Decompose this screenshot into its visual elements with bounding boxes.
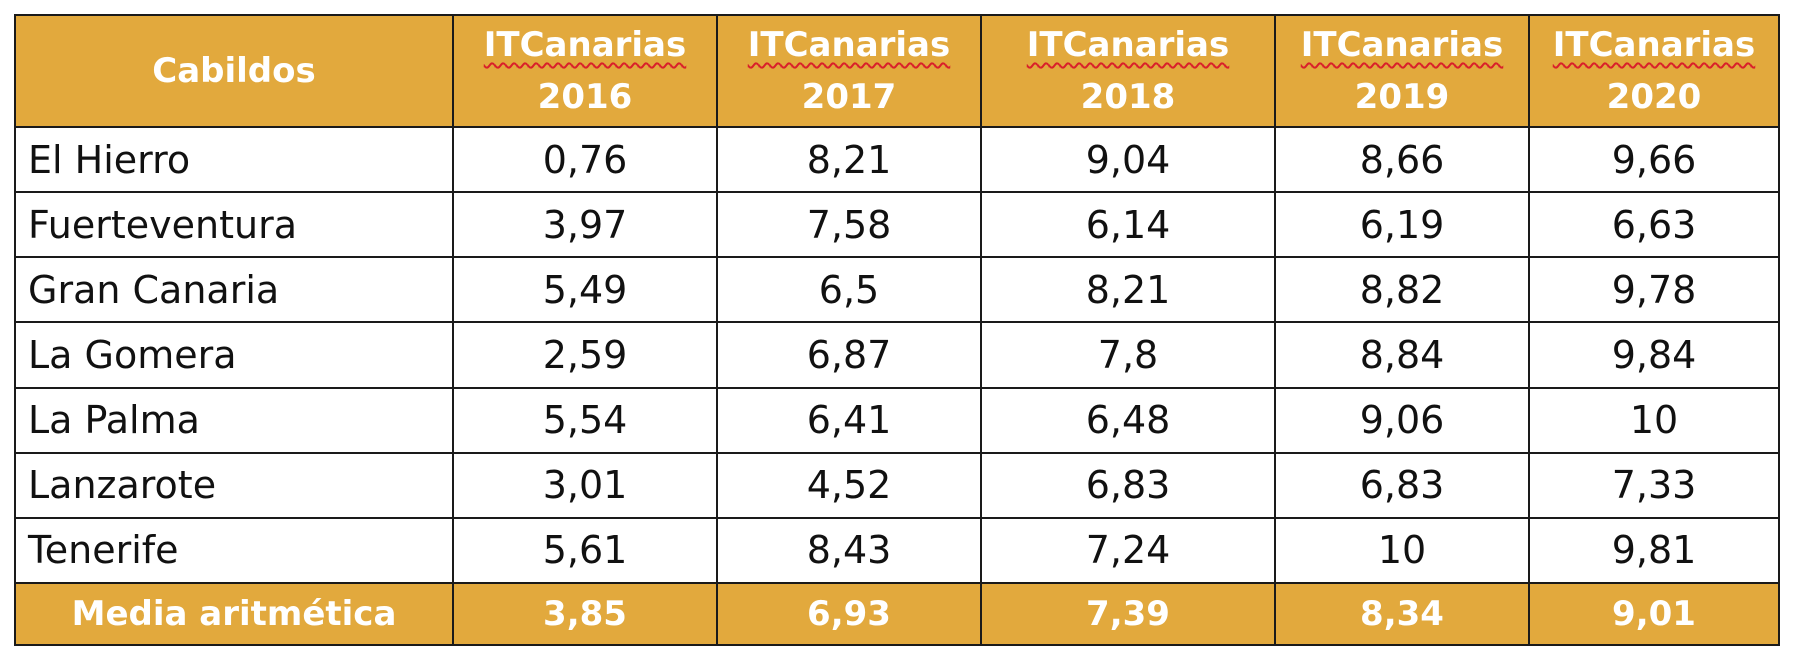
cell-value: 7,58 — [716, 191, 982, 259]
cell-value: 9,06 — [1274, 386, 1530, 454]
cell-value: 7,8 — [980, 321, 1276, 389]
table-row: Gran Canaria 5,49 6,5 8,21 8,82 9,78 — [14, 256, 1780, 324]
table-row: La Palma 5,54 6,41 6,48 9,06 10 — [14, 386, 1780, 454]
header-col-2020: ITCanarias 2020 — [1528, 14, 1780, 128]
cell-value: 9,66 — [1528, 125, 1780, 194]
footer-value: 6,93 — [716, 582, 982, 646]
row-name: El Hierro — [14, 125, 454, 194]
table-body: El Hierro 0,76 8,21 9,04 8,66 9,66 Fuert… — [14, 125, 1780, 585]
cell-value: 10 — [1274, 516, 1530, 585]
cell-value: 9,78 — [1528, 256, 1780, 324]
header-row: Cabildos ITCanarias 2016 ITCanarias 2017… — [14, 14, 1780, 128]
cell-value: 5,61 — [452, 516, 718, 585]
cell-value: 9,81 — [1528, 516, 1780, 585]
header-name-2018: ITCanarias — [1026, 25, 1230, 65]
cell-value: 8,21 — [980, 256, 1276, 324]
cell-value: 7,33 — [1528, 451, 1780, 519]
cell-value: 3,97 — [452, 191, 718, 259]
footer-value: 7,39 — [980, 582, 1276, 646]
cell-value: 6,83 — [1274, 451, 1530, 519]
header-year-2019: 2019 — [1354, 77, 1450, 117]
header-year-2020: 2020 — [1606, 77, 1702, 117]
cell-value: 7,24 — [980, 516, 1276, 585]
cell-value: 8,84 — [1274, 321, 1530, 389]
footer-label: Media aritmética — [14, 582, 454, 646]
header-name-2017: ITCanarias — [747, 25, 951, 65]
cell-value: 6,14 — [980, 191, 1276, 259]
cell-value: 8,82 — [1274, 256, 1530, 324]
table-row: Fuerteventura 3,97 7,58 6,14 6,19 6,63 — [14, 191, 1780, 259]
cell-value: 4,52 — [716, 451, 982, 519]
footer-row: Media aritmética 3,85 6,93 7,39 8,34 9,0… — [14, 582, 1780, 646]
row-name: La Gomera — [14, 321, 454, 389]
table-row: Lanzarote 3,01 4,52 6,83 6,83 7,33 — [14, 451, 1780, 519]
header-cabildos: Cabildos — [14, 14, 454, 128]
cell-value: 10 — [1528, 386, 1780, 454]
cell-value: 5,49 — [452, 256, 718, 324]
table-row: El Hierro 0,76 8,21 9,04 8,66 9,66 — [14, 125, 1780, 194]
header-col-2017: ITCanarias 2017 — [716, 14, 982, 128]
cell-value: 6,41 — [716, 386, 982, 454]
cell-value: 2,59 — [452, 321, 718, 389]
header-year-2017: 2017 — [801, 77, 897, 117]
header-col-2016: ITCanarias 2016 — [452, 14, 718, 128]
itcanarias-table-container: Cabildos ITCanarias 2016 ITCanarias 2017… — [14, 14, 1780, 646]
cell-value: 6,83 — [980, 451, 1276, 519]
cell-value: 6,63 — [1528, 191, 1780, 259]
header-col-2018: ITCanarias 2018 — [980, 14, 1276, 128]
cell-value: 8,43 — [716, 516, 982, 585]
cell-value: 6,48 — [980, 386, 1276, 454]
table-row: La Gomera 2,59 6,87 7,8 8,84 9,84 — [14, 321, 1780, 389]
cell-value: 6,87 — [716, 321, 982, 389]
footer-value: 3,85 — [452, 582, 718, 646]
header-name-2020: ITCanarias — [1552, 25, 1756, 65]
cell-value: 8,66 — [1274, 125, 1530, 194]
table-footer: Media aritmética 3,85 6,93 7,39 8,34 9,0… — [14, 582, 1780, 646]
row-name: Gran Canaria — [14, 256, 454, 324]
cell-value: 6,5 — [716, 256, 982, 324]
row-name: Lanzarote — [14, 451, 454, 519]
row-name: Tenerife — [14, 516, 454, 585]
cell-value: 0,76 — [452, 125, 718, 194]
cell-value: 6,19 — [1274, 191, 1530, 259]
cell-value: 5,54 — [452, 386, 718, 454]
row-name: Fuerteventura — [14, 191, 454, 259]
table-header: Cabildos ITCanarias 2016 ITCanarias 2017… — [14, 14, 1780, 128]
cell-value: 9,04 — [980, 125, 1276, 194]
footer-value: 8,34 — [1274, 582, 1530, 646]
footer-value: 9,01 — [1528, 582, 1780, 646]
header-name-2016: ITCanarias — [483, 25, 687, 65]
header-col-2019: ITCanarias 2019 — [1274, 14, 1530, 128]
header-year-2018: 2018 — [1080, 77, 1176, 117]
itcanarias-table: Cabildos ITCanarias 2016 ITCanarias 2017… — [14, 14, 1780, 646]
row-name: La Palma — [14, 386, 454, 454]
cell-value: 9,84 — [1528, 321, 1780, 389]
header-year-2016: 2016 — [537, 77, 633, 117]
table-row: Tenerife 5,61 8,43 7,24 10 9,81 — [14, 516, 1780, 585]
header-name-2019: ITCanarias — [1300, 25, 1504, 65]
cell-value: 8,21 — [716, 125, 982, 194]
cell-value: 3,01 — [452, 451, 718, 519]
